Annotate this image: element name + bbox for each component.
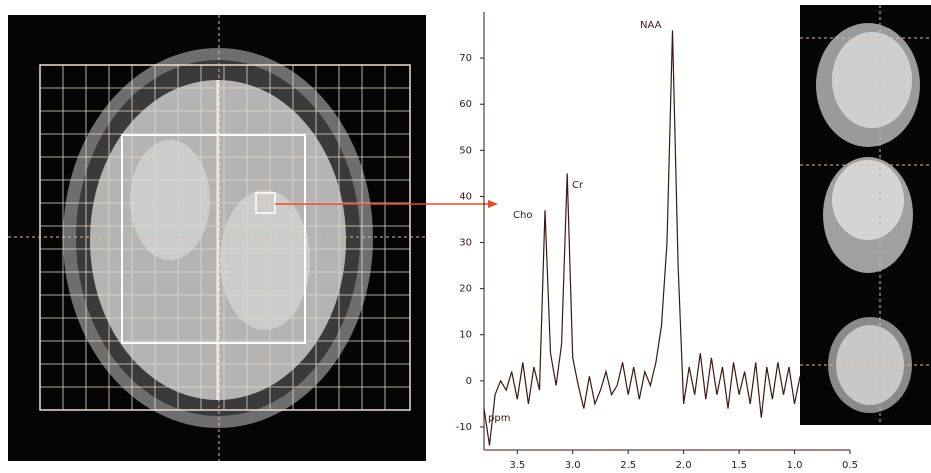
y-tick-label: -10 [456,422,472,433]
axial-mri [8,15,426,461]
peak-label: NAA [640,20,662,31]
peak-label: Cho [513,210,532,221]
x-tick-label: 1.0 [787,460,803,471]
y-tick-label: 40 [459,191,472,202]
y-tick-label: 60 [459,99,472,110]
y-tick-label: 70 [459,53,472,64]
x-tick-label: 1.5 [731,460,747,471]
x-tick-label: 0.5 [842,460,858,471]
y-tick-label: 50 [459,145,472,156]
y-tick-label: 20 [459,284,472,295]
spectrum-line [483,30,801,446]
x-unit-label: ppm [488,413,510,424]
x-tick-label: 2.0 [676,460,692,471]
peak-label: Cr [572,180,584,191]
y-tick-label: 0 [466,376,472,387]
x-tick-label: 3.5 [509,460,525,471]
spectrum: -10 0 10 20 30 40 50 60 70 3.5 3.0 2.5 2.0 1.5 1.0 0.5 p… [456,12,858,471]
localizer-mri [800,5,931,425]
y-tick-label: 10 [459,330,472,341]
y-tick-label: 30 [459,238,472,249]
x-tick-label: 3.0 [565,460,581,471]
x-tick-label: 2.5 [620,460,636,471]
voxel-arrow [275,200,498,208]
